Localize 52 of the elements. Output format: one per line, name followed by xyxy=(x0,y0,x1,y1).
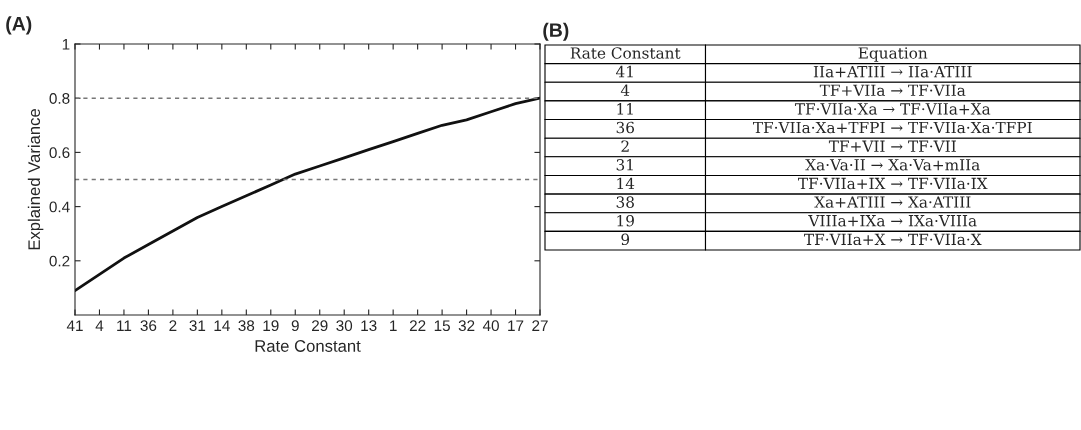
text: 31 xyxy=(616,159,633,171)
x-tick-label: 40 xyxy=(482,320,499,332)
text: TF+VII → TF·VII xyxy=(828,140,956,152)
text: IIa+ATIII → IIa·ATIII xyxy=(813,66,972,78)
x-tick-label: 1 xyxy=(390,320,397,331)
chart-title: (A) xyxy=(6,16,32,35)
x-tick-label: 13 xyxy=(361,320,377,332)
x-tick-label: 27 xyxy=(532,320,548,331)
text: (B) xyxy=(543,22,569,41)
text: 11 xyxy=(617,103,633,115)
x-tick-label: 22 xyxy=(409,320,426,331)
y-axis-title: Explained Variance xyxy=(27,109,44,250)
text: Equation xyxy=(858,47,928,62)
x-tick-label: 9 xyxy=(291,320,299,332)
y-tick-label: 1 xyxy=(62,39,70,50)
text: 9 xyxy=(621,233,630,246)
y-tick-label: 0.8 xyxy=(49,93,70,104)
x-tick-label: 32 xyxy=(458,320,475,332)
text: Xa·Va·II → Xa·Va+mIIa xyxy=(805,159,980,171)
text: TF·VIIa+IX → TF·VIIa·IX xyxy=(798,177,988,190)
x-tick-label: 31 xyxy=(189,320,206,332)
text: 36 xyxy=(616,121,635,134)
line-series xyxy=(75,96,540,292)
x-tick-label: 38 xyxy=(238,320,255,332)
x-tick-label: 4 xyxy=(95,320,104,331)
y-tick-label: 0.6 xyxy=(49,147,70,159)
text: 14 xyxy=(617,177,635,189)
x-axis-title: Rate Constant xyxy=(255,340,361,352)
x-tick-label: 41 xyxy=(66,320,83,331)
text: 41 xyxy=(616,65,633,78)
x-tick-label: 19 xyxy=(263,320,279,332)
text: TF·VIIa·Xa+TFPI → TF·VIIa·Xa·TFPI xyxy=(753,121,1032,134)
text: 38 xyxy=(616,196,634,208)
text: 2 xyxy=(621,140,629,152)
text: 19 xyxy=(617,214,634,227)
text: 4 xyxy=(620,84,630,96)
x-tick-label: 30 xyxy=(336,320,353,332)
text: Xa+ATIII → Xa·ATIII xyxy=(814,196,971,208)
x-tick-label: 15 xyxy=(434,320,450,332)
y-tick-label: 0.2 xyxy=(49,255,70,267)
x-tick-label: 14 xyxy=(214,320,230,331)
x-tick-label: 11 xyxy=(117,320,132,331)
y-tick-label: 0.4 xyxy=(49,201,70,213)
text: Rate Constant xyxy=(570,47,681,59)
text: TF·VIIa·Xa → TF·VIIa+Xa xyxy=(794,103,991,115)
text: VIIIa+IXa → IXa·VIIIa xyxy=(808,215,977,227)
x-tick-label: 17 xyxy=(508,320,524,331)
x-tick-label: 2 xyxy=(169,320,177,331)
x-tick-label: 36 xyxy=(140,320,157,332)
text: TF·VIIa+X → TF·VIIa·X xyxy=(804,233,982,246)
text: TF+VIIa → TF·VIIa xyxy=(819,84,966,97)
x-tick-label: 29 xyxy=(312,320,328,332)
